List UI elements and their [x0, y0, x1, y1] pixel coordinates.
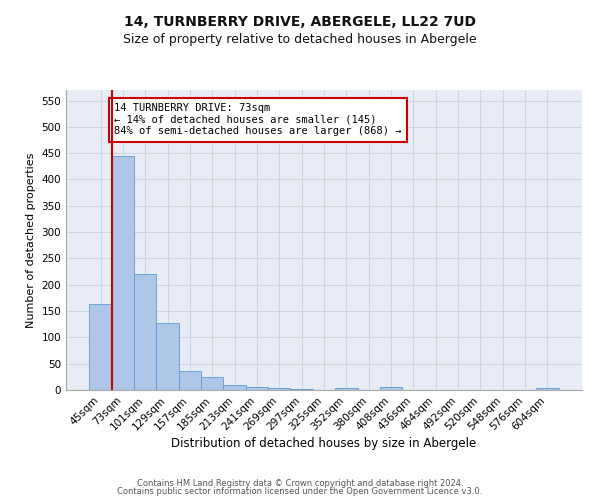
Bar — [380, 388, 402, 390]
Bar — [112, 156, 134, 390]
Y-axis label: Number of detached properties: Number of detached properties — [26, 152, 36, 328]
Bar — [89, 304, 112, 390]
Text: 14 TURNBERRY DRIVE: 73sqm
← 14% of detached houses are smaller (145)
84% of semi: 14 TURNBERRY DRIVE: 73sqm ← 14% of detac… — [114, 103, 401, 136]
Text: 14, TURNBERRY DRIVE, ABERGELE, LL22 7UD: 14, TURNBERRY DRIVE, ABERGELE, LL22 7UD — [124, 15, 476, 29]
Bar — [223, 384, 246, 390]
Bar — [201, 377, 223, 390]
Bar — [157, 322, 179, 390]
Text: Size of property relative to detached houses in Abergele: Size of property relative to detached ho… — [123, 32, 477, 46]
Bar — [179, 371, 201, 390]
Bar — [246, 388, 268, 390]
Bar — [134, 274, 157, 390]
Bar — [335, 388, 358, 390]
Bar — [268, 388, 290, 390]
Text: Contains HM Land Registry data © Crown copyright and database right 2024.: Contains HM Land Registry data © Crown c… — [137, 478, 463, 488]
X-axis label: Distribution of detached houses by size in Abergele: Distribution of detached houses by size … — [172, 438, 476, 450]
Text: Contains public sector information licensed under the Open Government Licence v3: Contains public sector information licen… — [118, 487, 482, 496]
Bar — [290, 389, 313, 390]
Bar — [536, 388, 559, 390]
